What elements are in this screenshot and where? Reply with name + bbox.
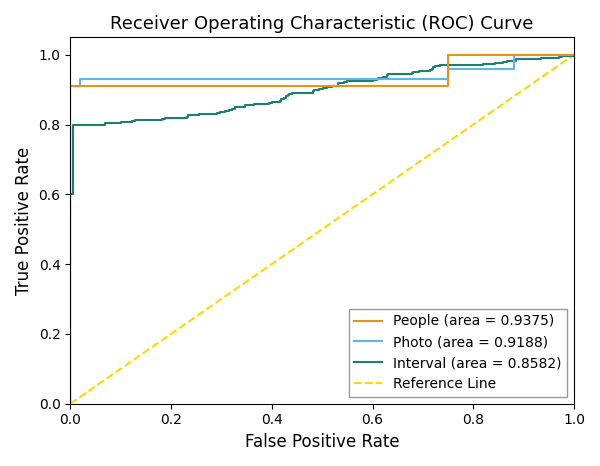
Interval (area = 0.8582) <box>427 68 434 74</box>
Y-axis label: True Positive Rate: True Positive Rate <box>15 146 33 295</box>
Photo (area = 0.9188) <box>510 52 517 58</box>
Photo (area = 0.9188) <box>67 83 74 89</box>
People (area = 0.9375) <box>67 401 74 406</box>
Photo (area = 0.9188) <box>445 66 452 72</box>
Photo (area = 0.9188) <box>510 66 517 72</box>
X-axis label: False Positive Rate: False Positive Rate <box>245 433 400 451</box>
Interval (area = 0.8582) <box>334 82 341 87</box>
Interval (area = 0.8582) <box>479 61 487 67</box>
Photo (area = 0.9188) <box>127 76 134 82</box>
People (area = 0.9375) <box>571 52 578 58</box>
Interval (area = 0.8582) <box>231 106 238 111</box>
Line: People (area = 0.9375): People (area = 0.9375) <box>70 55 574 404</box>
Legend: People (area = 0.9375), Photo (area = 0.9188), Interval (area = 0.8582), Referen: People (area = 0.9375), Photo (area = 0.… <box>349 309 567 397</box>
Interval (area = 0.8582) <box>571 52 578 58</box>
Interval (area = 0.8582) <box>67 401 74 406</box>
Line: Interval (area = 0.8582): Interval (area = 0.8582) <box>70 55 574 404</box>
Photo (area = 0.9188) <box>127 76 134 82</box>
Interval (area = 0.8582) <box>72 122 79 127</box>
People (area = 0.9375) <box>445 83 452 89</box>
Photo (area = 0.9188) <box>77 76 84 82</box>
Photo (area = 0.9188) <box>67 401 74 406</box>
People (area = 0.9375) <box>67 83 74 89</box>
Photo (area = 0.9188) <box>571 52 578 58</box>
People (area = 0.9375) <box>445 52 452 58</box>
Photo (area = 0.9188) <box>67 321 74 326</box>
Interval (area = 0.8582) <box>316 88 323 93</box>
Title: Receiver Operating Characteristic (ROC) Curve: Receiver Operating Characteristic (ROC) … <box>110 15 534 33</box>
Line: Photo (area = 0.9188): Photo (area = 0.9188) <box>70 55 574 404</box>
Photo (area = 0.9188) <box>77 83 84 89</box>
Photo (area = 0.9188) <box>445 76 452 82</box>
